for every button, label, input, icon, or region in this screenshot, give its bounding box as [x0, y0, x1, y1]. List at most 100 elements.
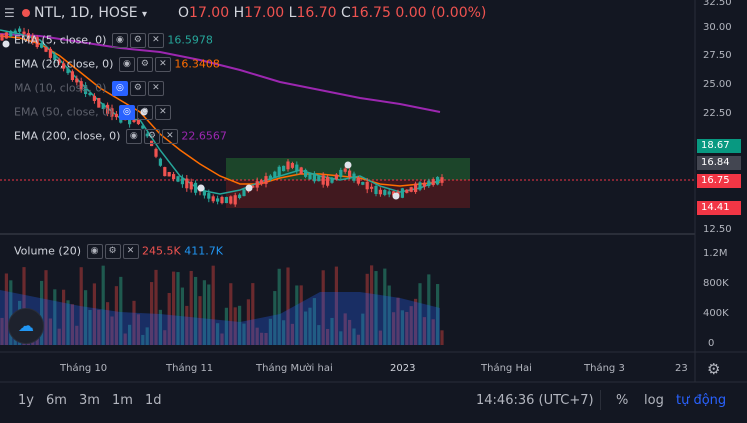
candle-body	[216, 198, 220, 202]
price-axis-label: 12.50	[703, 224, 732, 235]
volume-bar	[348, 319, 352, 345]
eye-off-icon[interactable]: ◎	[118, 105, 135, 120]
auto-scale-toggle[interactable]: tự động	[676, 393, 727, 408]
indicator-label: EMA (50, close, 0)	[14, 105, 114, 119]
volume-axis-label: 400K	[703, 308, 729, 319]
candle-body	[31, 35, 35, 43]
volume-bar	[427, 274, 431, 345]
gear-icon[interactable]: ⚙	[143, 129, 160, 144]
volume-bar	[4, 273, 8, 345]
volume-bar	[48, 318, 52, 345]
close-icon[interactable]: ✕	[122, 244, 139, 259]
volume-bar	[255, 327, 259, 345]
candle-body	[185, 178, 189, 189]
timeframe-1d[interactable]: 1d	[145, 393, 162, 408]
price-tag-close: 16.75	[697, 174, 741, 188]
price-tag-stop: 14.41	[697, 201, 741, 215]
candle-body	[290, 163, 294, 168]
chevron-down-icon[interactable]: ▾	[142, 9, 148, 20]
candle-body	[343, 168, 347, 172]
indicator-label: MA (10, close, 0)	[14, 81, 107, 95]
candle-body	[163, 167, 167, 177]
candle-body	[97, 97, 101, 108]
candle-body	[295, 164, 299, 172]
candle-body	[18, 28, 22, 32]
volume-series	[0, 265, 444, 345]
volume-ma-area	[0, 290, 440, 345]
tradingview-logo-icon[interactable]: ☁	[8, 308, 44, 344]
volume-bar	[317, 325, 321, 345]
volume-bar	[132, 300, 136, 345]
volume-legend[interactable]: Volume (20) ◉ ⚙ ✕ 245.5K 411.7K	[14, 244, 223, 259]
indicator-ma10[interactable]: MA (10, close, 0) ◎ ⚙ ✕	[14, 81, 164, 96]
candle-body	[79, 81, 83, 90]
volume-bar	[361, 313, 365, 345]
volume-axis-label: 1.2M	[703, 248, 728, 259]
candle-body	[356, 177, 360, 184]
indicator-ema200[interactable]: EMA (200, close, 0) ◉ ⚙ ✕ 22.6567	[14, 129, 227, 144]
eye-icon[interactable]: ◉	[118, 57, 135, 72]
timeframe-3m[interactable]: 3m	[79, 393, 100, 408]
gear-icon[interactable]: ⚙	[136, 105, 153, 120]
eye-icon[interactable]: ◉	[111, 33, 128, 48]
candlestick-series	[0, 26, 444, 207]
timeframe-1y[interactable]: 1y	[18, 393, 34, 408]
volume-bar	[180, 287, 184, 345]
volume-bar	[114, 286, 118, 345]
candle-body	[145, 133, 149, 137]
candle-body	[189, 181, 193, 190]
eye-icon[interactable]: ◉	[125, 129, 142, 144]
indicator-label: EMA (20, close, 0)	[14, 57, 114, 71]
eye-icon[interactable]: ◉	[86, 244, 103, 259]
close-icon[interactable]: ✕	[147, 81, 164, 96]
log-toggle[interactable]: log	[644, 393, 664, 408]
candle-body	[299, 167, 303, 175]
close-icon[interactable]: ✕	[147, 33, 164, 48]
volume-bar	[189, 270, 193, 345]
indicator-value: 16.3408	[174, 57, 220, 71]
percent-toggle[interactable]: %	[616, 393, 629, 408]
candle-body	[431, 179, 435, 186]
ohlc-legend: O17.00 H17.00 L16.70 C16.75 0.00 (0.00%)	[178, 6, 486, 20]
collapse-icon[interactable]: ☰	[4, 6, 15, 20]
gear-icon[interactable]: ⚙	[129, 81, 146, 96]
candle-body	[334, 174, 338, 180]
settings-gear-icon[interactable]: ⚙	[707, 360, 721, 378]
gear-icon[interactable]: ⚙	[104, 244, 121, 259]
indicator-ema20[interactable]: EMA (20, close, 0) ◉ ⚙ ✕ 16.3408	[14, 57, 220, 72]
gear-icon[interactable]: ⚙	[129, 33, 146, 48]
volume-bar	[220, 333, 224, 345]
candle-body	[194, 182, 198, 193]
eye-off-icon[interactable]: ◎	[111, 81, 128, 96]
close-label: C	[341, 5, 351, 21]
clock-time[interactable]: 14:46:36 (UTC+7)	[476, 393, 594, 408]
candle-body	[409, 187, 413, 192]
candle-body	[242, 189, 246, 197]
price-axis-label: 25.00	[703, 79, 732, 90]
close-icon[interactable]: ✕	[154, 57, 171, 72]
low-value: 16.70	[296, 5, 337, 21]
volume-bar	[224, 307, 228, 345]
candle-body	[224, 196, 228, 204]
indicator-ema50[interactable]: EMA (50, close, 0) ◎ ⚙ ✕	[14, 105, 171, 120]
indicator-ema5[interactable]: EMA (5, close, 0) ◉ ⚙ ✕ 16.5978	[14, 33, 213, 48]
timeframe-1m[interactable]: 1m	[112, 393, 133, 408]
volume-bar	[70, 304, 74, 345]
volume-bar	[44, 270, 48, 345]
candle-body	[260, 180, 264, 185]
candle-body	[273, 171, 277, 178]
gear-icon[interactable]: ⚙	[136, 57, 153, 72]
volume-bar	[216, 323, 220, 345]
volume-bar	[128, 324, 132, 345]
time-axis-label: 23	[675, 363, 688, 374]
timeframe-6m[interactable]: 6m	[46, 393, 67, 408]
volume-bar	[436, 284, 440, 345]
close-icon[interactable]: ✕	[161, 129, 178, 144]
volume-bar	[339, 331, 343, 345]
candle-body	[251, 185, 255, 188]
symbol-legend[interactable]: NTL, 1D, HOSE ▾	[22, 6, 147, 22]
volume-bar	[92, 283, 96, 345]
close-icon[interactable]: ✕	[154, 105, 171, 120]
candle-body	[0, 33, 4, 41]
